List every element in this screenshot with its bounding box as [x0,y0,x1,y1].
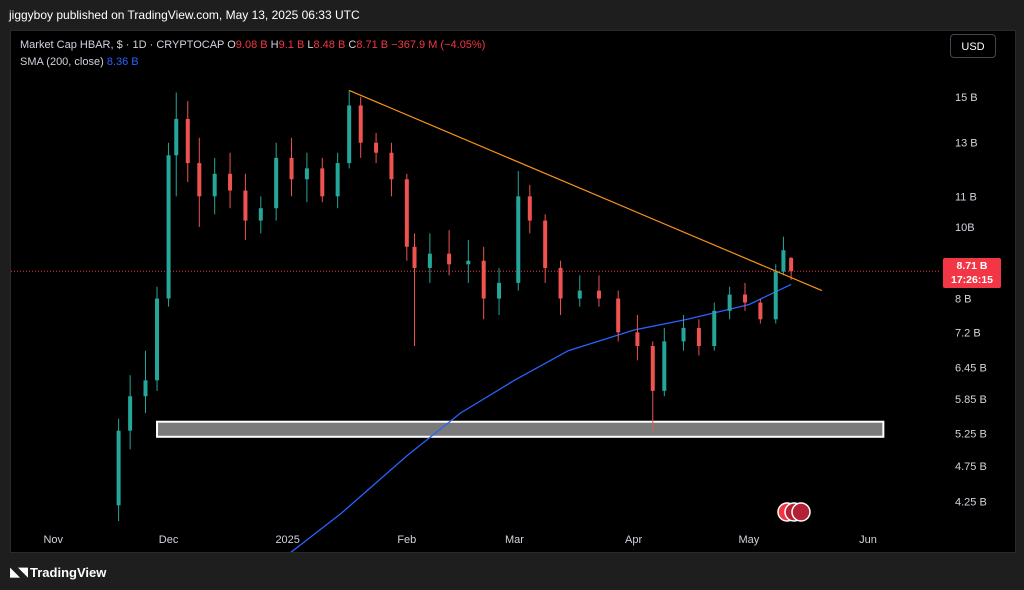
candle-body [447,253,452,265]
candle-body [727,294,732,311]
candle-body [166,155,171,299]
candle-body [497,282,502,299]
brand-name: TradingView [30,564,107,580]
candle-body [558,267,563,299]
us-event-icon [777,502,811,522]
close-label: C [348,39,357,51]
candle-body [596,290,601,299]
candle-body [335,163,340,197]
candle-body [681,327,686,342]
chart-panel[interactable]: 15 B 13 B 11 B 10B 8 B 7.2 B 6.45 B 5.85 B 5.25 … [10,30,1016,553]
candle-body [466,260,471,265]
candle-body [374,142,379,153]
candle-body [650,346,655,391]
candle-body [543,220,548,268]
x-tick-label: 2025 [275,534,299,546]
candle-body [616,298,621,333]
support-zone [156,420,885,438]
sma-label: SMA (200, close) [20,56,104,68]
tradingview-icon: ◣◥ [10,564,28,579]
candle-body [427,253,432,268]
close-value: 8.71 B [356,39,389,51]
y-tick-label: 8 B [955,294,972,306]
candle-body [174,118,179,156]
publisher-line: jiggyboy published on TradingView.com, M… [0,0,1024,30]
y-tick-label: 15 B [955,92,978,104]
bar-countdown: 17:26:15 [950,274,994,286]
x-tick-label: Dec [159,534,179,546]
price-chart[interactable]: 15 B 13 B 11 B 10B 8 B 7.2 B 6.45 B 5.85 B 5.25 … [11,31,1016,553]
candle-body [481,260,486,299]
candle-body [274,157,279,209]
y-tick-label: 6.45 B [955,363,987,375]
y-tick-label: 4.75 B [955,461,987,473]
candle-body [527,196,532,221]
low-value: 8.48 B [313,39,346,51]
change-value: −367.9 M (−4.05%) [391,39,486,51]
candle-body [243,190,248,221]
candle-body [228,173,233,191]
low-label: L [307,39,314,51]
sma-line [290,283,792,552]
candle-body [404,179,409,247]
tradingview-logo[interactable]: ◣◥ TradingView [10,564,106,580]
candle-body [128,396,133,431]
candle-body [155,298,160,381]
candle-body [185,118,190,164]
candle-body [758,302,763,320]
candle-body [712,310,717,347]
candle-body [781,250,786,272]
sma-value: 8.36 B [106,56,139,68]
candle-body [773,271,778,320]
candle-body [304,168,309,180]
x-tick-label: Apr [625,534,642,546]
footer: ◣◥ TradingView [0,556,1024,590]
y-tick-label: 4.25 B [955,497,987,509]
candle-body [347,105,352,164]
open-value: 9.08 B [235,39,268,51]
candle-body [258,208,263,221]
symbol-label[interactable]: Market Cap HBAR, $ · 1D · CRYPTOCAP [20,39,225,51]
candle-body [358,105,363,143]
candle-body [662,341,667,391]
y-tick-label: 10B [955,222,975,234]
y-tick-label: 13 B [955,138,978,150]
candle-body [696,327,701,347]
candle-body [789,257,794,272]
x-tick-label: Jun [859,534,877,546]
high-value: 9.1 B [278,39,305,51]
trendline [348,89,823,292]
last-price-tag: 8.71 B 17:26:15 [943,258,1001,288]
candle-body [516,196,521,283]
sma-legend[interactable]: SMA (200, close) 8.36 B [20,56,139,68]
x-tick-label: Nov [43,534,63,546]
candle-body [635,332,640,347]
open-label: O [227,39,236,51]
last-price-value: 8.71 B [956,260,988,272]
y-tick-label: 7.2 B [955,327,981,339]
y-tick-label: 11 B [955,191,977,203]
ohlc-legend: Market Cap HBAR, $ · 1D · CRYPTOCAP O9.0… [20,39,485,51]
currency-button[interactable]: USD [950,34,996,58]
candle-body [389,152,394,180]
candle-body [412,246,417,268]
y-tick-label: 5.25 B [955,429,987,441]
candle-body [212,173,217,197]
x-tick-label: Mar [505,534,524,546]
candle-body [320,168,325,197]
candle-body [577,290,582,299]
candle-body [743,294,748,303]
candle-body [197,163,202,197]
high-label: H [270,39,279,51]
candle-body [116,430,121,506]
x-tick-label: Feb [397,534,416,546]
candle-body [289,157,294,180]
y-tick-label: 5.85 B [955,394,987,406]
candle-body [143,380,148,397]
x-tick-label: May [738,534,759,546]
